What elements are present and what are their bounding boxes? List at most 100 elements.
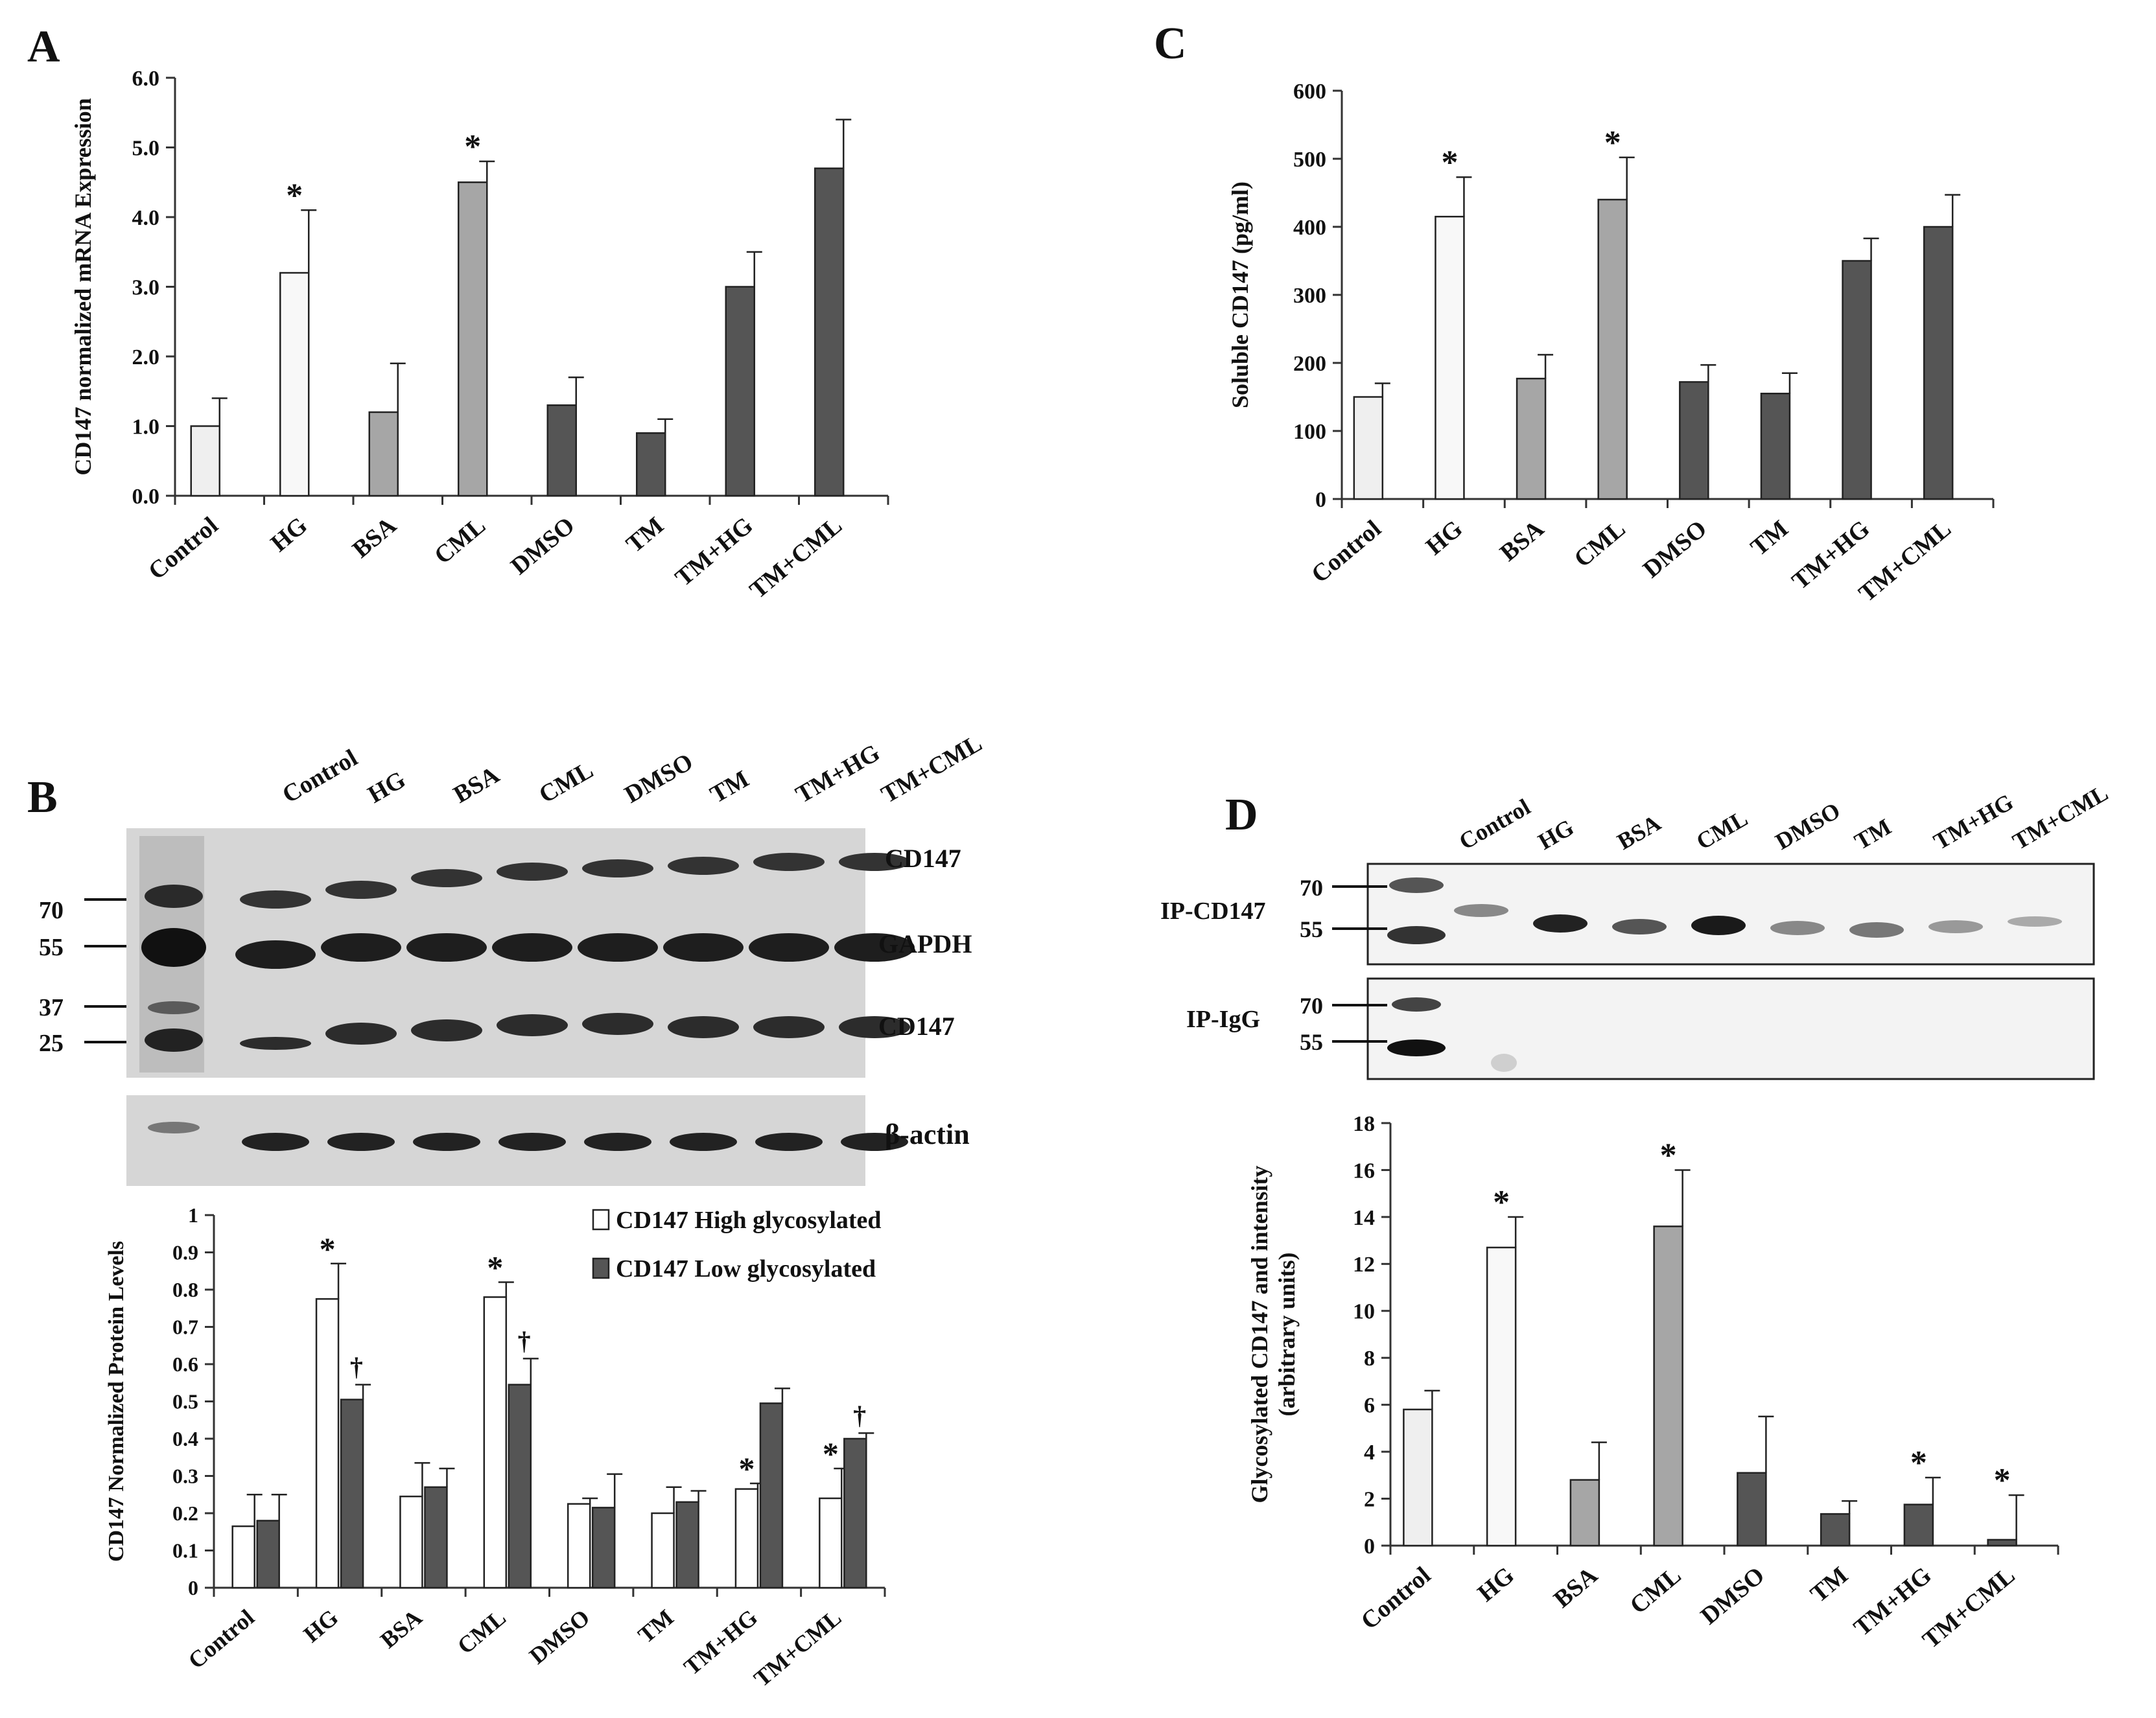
y-tick-label: 0 <box>1364 1535 1375 1559</box>
band-actin-dmso <box>584 1133 651 1151</box>
bar-main-tm <box>636 432 666 497</box>
lane-label-dmso: DMSO <box>620 748 698 808</box>
band-ip-cd147-cml <box>1691 916 1746 935</box>
x-tick-label-cml: CML <box>1569 515 1631 573</box>
significance-dagger: † <box>518 1326 531 1355</box>
lane-label-control: Control <box>278 744 362 808</box>
y-tick-label: 0.8 <box>172 1278 198 1301</box>
bar-cd147-low-glycosylated-tm <box>675 1501 699 1589</box>
marker-label-70: 70 <box>39 897 64 924</box>
band-label-gapdh: GAPDH <box>878 929 972 958</box>
bar-main-tm-cml <box>814 167 845 497</box>
bar-cd147-low-glycosylated-tm-cml <box>843 1437 867 1589</box>
band-cd147-low-control <box>240 1037 311 1050</box>
significance-star: * <box>1604 124 1621 161</box>
band-cd147-high-control <box>240 890 311 909</box>
band-ip-cd147-dmso <box>1770 921 1825 935</box>
y-tick-label: 6 <box>1364 1394 1375 1418</box>
lane-label-bsa: BSA <box>449 761 505 809</box>
lane-d-label-control: Control <box>1455 794 1534 855</box>
band-cd147-high-dmso <box>582 859 653 877</box>
significance-star: * <box>1441 144 1458 181</box>
bar-cd147-high-glycosylated-tm-cml <box>819 1497 843 1589</box>
band-ip-cd147-tm <box>1849 922 1904 938</box>
ip-label-cd147: IP-CD147 <box>1160 898 1266 925</box>
x-tick-label-dmso: DMSO <box>506 512 580 580</box>
bar-main-tm-cml <box>1923 226 1954 500</box>
band-gapdh-dmso <box>578 933 658 962</box>
chart-a-mrna: 0.0 1.0 2.0 3.0 4.0 5.0 6.0 Control HG BSA CML DMSO… <box>70 67 889 604</box>
x-tick-label-hg: HG <box>1421 515 1468 561</box>
bar-main-bsa <box>368 411 399 497</box>
panel-label-b: B <box>27 772 58 822</box>
lane-label-tm-cml: TM+CML <box>877 730 987 809</box>
legend-swatch-cd147-low-glycosylated <box>592 1257 610 1279</box>
marker-label-25: 25 <box>39 1030 64 1057</box>
ladder-d-bot-70 <box>1392 997 1441 1012</box>
y-tick-label: 16 <box>1353 1159 1375 1183</box>
y-tick-label: 2.0 <box>132 345 160 369</box>
band-label-cd147-bottom: CD147 <box>878 1012 955 1041</box>
bar-main-tm-hg <box>1903 1503 1934 1547</box>
x-tick-label-bsa: BSA <box>347 511 402 563</box>
significance-star: * <box>823 1435 839 1472</box>
band-cd147-low-dmso <box>582 1013 653 1035</box>
significance-star: * <box>286 177 303 214</box>
bar-cd147-high-glycosylated-cml <box>483 1296 508 1589</box>
y-axis-label: CD147 normalized mRNA Expression <box>70 98 96 475</box>
bar-main-tm <box>1820 1513 1851 1547</box>
marker-d-label-70b: 70 <box>1300 993 1323 1019</box>
x-tick-label-tm: TM <box>621 512 669 559</box>
y-tick-label: 0.4 <box>172 1427 198 1450</box>
y-tick-label: 500 <box>1293 148 1326 172</box>
bar-main-bsa <box>1516 377 1547 500</box>
band-cd147-high-hg <box>325 881 397 899</box>
y-tick-label: 300 <box>1293 284 1326 308</box>
x-tick-label-control: Control <box>183 1604 259 1673</box>
lane-d-label-cml: CML <box>1692 805 1752 855</box>
bar-cd147-low-glycosylated-control <box>256 1520 280 1589</box>
bar-main-control <box>1353 396 1384 500</box>
band-actin-tm-cml <box>841 1133 908 1151</box>
y-tick-label: 18 <box>1353 1112 1375 1136</box>
marker-label-37: 37 <box>39 994 64 1021</box>
bar-cd147-low-glycosylated-hg <box>340 1399 364 1589</box>
y-tick-label: 0 <box>188 1576 198 1599</box>
lane-label-cml: CML <box>535 756 598 809</box>
bar-cd147-high-glycosylated-control <box>231 1525 255 1589</box>
marker-label-55: 55 <box>39 934 64 961</box>
ladder-band-25 <box>145 1028 203 1052</box>
bar-main-cml <box>458 181 488 497</box>
ladder-band-actin <box>148 1122 200 1133</box>
ladder-d-top-70 <box>1389 877 1444 893</box>
band-cd147-low-hg <box>325 1023 397 1045</box>
band-cd147-low-tm-cml <box>839 1016 910 1038</box>
x-tick-label-tm: TM <box>1746 515 1794 562</box>
bar-main-cml <box>1597 198 1628 500</box>
chart-b-protein: 0 0.1 0.2 0.3 0.4 0.5 0.6 0.7 0.8 0.9 1 Control HG BS… <box>104 1203 886 1692</box>
bar-main-tm <box>1760 393 1791 500</box>
y-tick-label: 0.2 <box>172 1502 198 1525</box>
blot-d-smudge <box>1491 1054 1517 1072</box>
bar-cd147-low-glycosylated-dmso <box>591 1507 616 1589</box>
band-gapdh-hg <box>321 933 401 962</box>
lane-label-hg: HG <box>364 766 410 809</box>
significance-star: * <box>487 1249 503 1286</box>
band-ip-cd147-tm-cml <box>2008 916 2062 927</box>
ip-label-igg: IP-IgG <box>1186 1006 1260 1033</box>
x-tick-label-cml: CML <box>429 512 491 570</box>
band-cd147-high-tm-hg <box>753 853 825 871</box>
band-gapdh-tm <box>663 933 744 962</box>
bar-main-control <box>1403 1408 1433 1547</box>
bar-main-tm-hg <box>1842 260 1872 500</box>
y-tick-label: 0.6 <box>172 1352 198 1376</box>
band-gapdh-tm-cml <box>834 933 915 962</box>
y-tick-label: 1 <box>188 1203 198 1227</box>
band-ip-cd147-tm-hg <box>1928 920 1983 933</box>
y-tick-label: 12 <box>1353 1253 1375 1277</box>
band-ip-cd147-bsa <box>1612 919 1667 934</box>
bar-main-control <box>190 425 220 497</box>
ladder-band-37 <box>148 1001 200 1014</box>
